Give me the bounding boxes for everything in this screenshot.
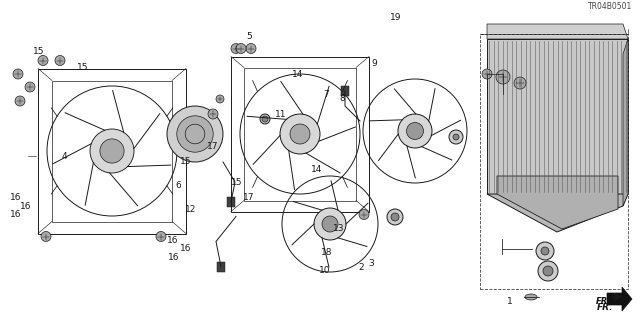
Circle shape bbox=[314, 208, 346, 240]
Text: 12: 12 bbox=[185, 205, 196, 214]
Text: 5: 5 bbox=[247, 32, 252, 41]
Circle shape bbox=[496, 70, 510, 84]
Bar bbox=[341, 86, 349, 96]
Bar bbox=[52, 80, 172, 221]
Circle shape bbox=[25, 82, 35, 92]
Text: 16: 16 bbox=[180, 244, 191, 253]
Text: 11: 11 bbox=[275, 110, 286, 119]
Circle shape bbox=[41, 232, 51, 241]
Polygon shape bbox=[607, 287, 632, 311]
Circle shape bbox=[177, 116, 213, 152]
Text: 1: 1 bbox=[507, 297, 512, 306]
Polygon shape bbox=[487, 24, 628, 39]
Circle shape bbox=[236, 43, 246, 54]
Circle shape bbox=[262, 116, 268, 122]
Circle shape bbox=[15, 96, 25, 106]
Bar bbox=[38, 69, 186, 234]
Text: 13: 13 bbox=[333, 224, 345, 233]
Text: 2: 2 bbox=[359, 263, 364, 272]
Text: 8: 8 bbox=[340, 94, 345, 103]
Circle shape bbox=[538, 261, 558, 281]
Circle shape bbox=[38, 56, 48, 65]
Bar bbox=[244, 68, 356, 201]
Circle shape bbox=[13, 69, 23, 79]
Text: 16: 16 bbox=[10, 210, 22, 219]
Text: 15: 15 bbox=[231, 178, 243, 187]
Text: 4: 4 bbox=[61, 152, 67, 161]
Circle shape bbox=[514, 77, 526, 89]
Circle shape bbox=[260, 114, 270, 124]
Bar bbox=[487, 39, 628, 194]
Circle shape bbox=[406, 122, 424, 139]
Text: 16: 16 bbox=[10, 193, 22, 202]
Circle shape bbox=[185, 124, 205, 144]
Circle shape bbox=[541, 247, 549, 255]
Text: 15: 15 bbox=[180, 157, 191, 166]
Circle shape bbox=[55, 56, 65, 65]
Circle shape bbox=[398, 114, 432, 148]
Circle shape bbox=[167, 106, 223, 162]
Bar bbox=[227, 197, 235, 207]
Text: 15: 15 bbox=[33, 47, 44, 56]
Circle shape bbox=[216, 95, 224, 103]
Text: 14: 14 bbox=[292, 70, 303, 78]
Text: TR04B0501: TR04B0501 bbox=[588, 2, 632, 11]
Bar bbox=[480, 34, 628, 289]
Text: 7: 7 bbox=[324, 90, 329, 99]
Circle shape bbox=[322, 216, 338, 232]
Circle shape bbox=[156, 232, 166, 241]
Circle shape bbox=[290, 124, 310, 144]
Text: 16: 16 bbox=[168, 253, 180, 262]
Bar bbox=[231, 56, 369, 211]
Circle shape bbox=[543, 266, 553, 276]
Text: 16: 16 bbox=[167, 236, 179, 245]
Text: 19: 19 bbox=[390, 13, 401, 22]
Circle shape bbox=[387, 209, 403, 225]
Text: 15: 15 bbox=[77, 63, 89, 72]
Text: FR.: FR. bbox=[597, 303, 614, 312]
Circle shape bbox=[359, 210, 369, 219]
Circle shape bbox=[231, 43, 241, 54]
Circle shape bbox=[246, 43, 256, 54]
Text: 10: 10 bbox=[319, 266, 330, 275]
Text: 3: 3 bbox=[369, 259, 374, 268]
Ellipse shape bbox=[525, 294, 537, 300]
Text: 17: 17 bbox=[243, 193, 254, 202]
Bar bbox=[217, 262, 225, 271]
Polygon shape bbox=[497, 176, 618, 229]
Text: 16: 16 bbox=[20, 202, 31, 211]
Polygon shape bbox=[487, 194, 628, 232]
Circle shape bbox=[208, 109, 218, 119]
Text: 14: 14 bbox=[311, 165, 323, 174]
Text: 9: 9 bbox=[372, 59, 377, 68]
Text: 18: 18 bbox=[321, 248, 332, 257]
Circle shape bbox=[280, 114, 320, 154]
Circle shape bbox=[453, 134, 459, 140]
Text: 17: 17 bbox=[207, 142, 218, 151]
Polygon shape bbox=[623, 39, 628, 206]
Circle shape bbox=[449, 130, 463, 144]
Text: 6: 6 bbox=[175, 181, 180, 189]
Circle shape bbox=[482, 69, 492, 79]
Circle shape bbox=[100, 139, 124, 163]
Circle shape bbox=[90, 129, 134, 173]
Circle shape bbox=[391, 213, 399, 221]
Text: FR.: FR. bbox=[596, 296, 611, 306]
Circle shape bbox=[536, 242, 554, 260]
